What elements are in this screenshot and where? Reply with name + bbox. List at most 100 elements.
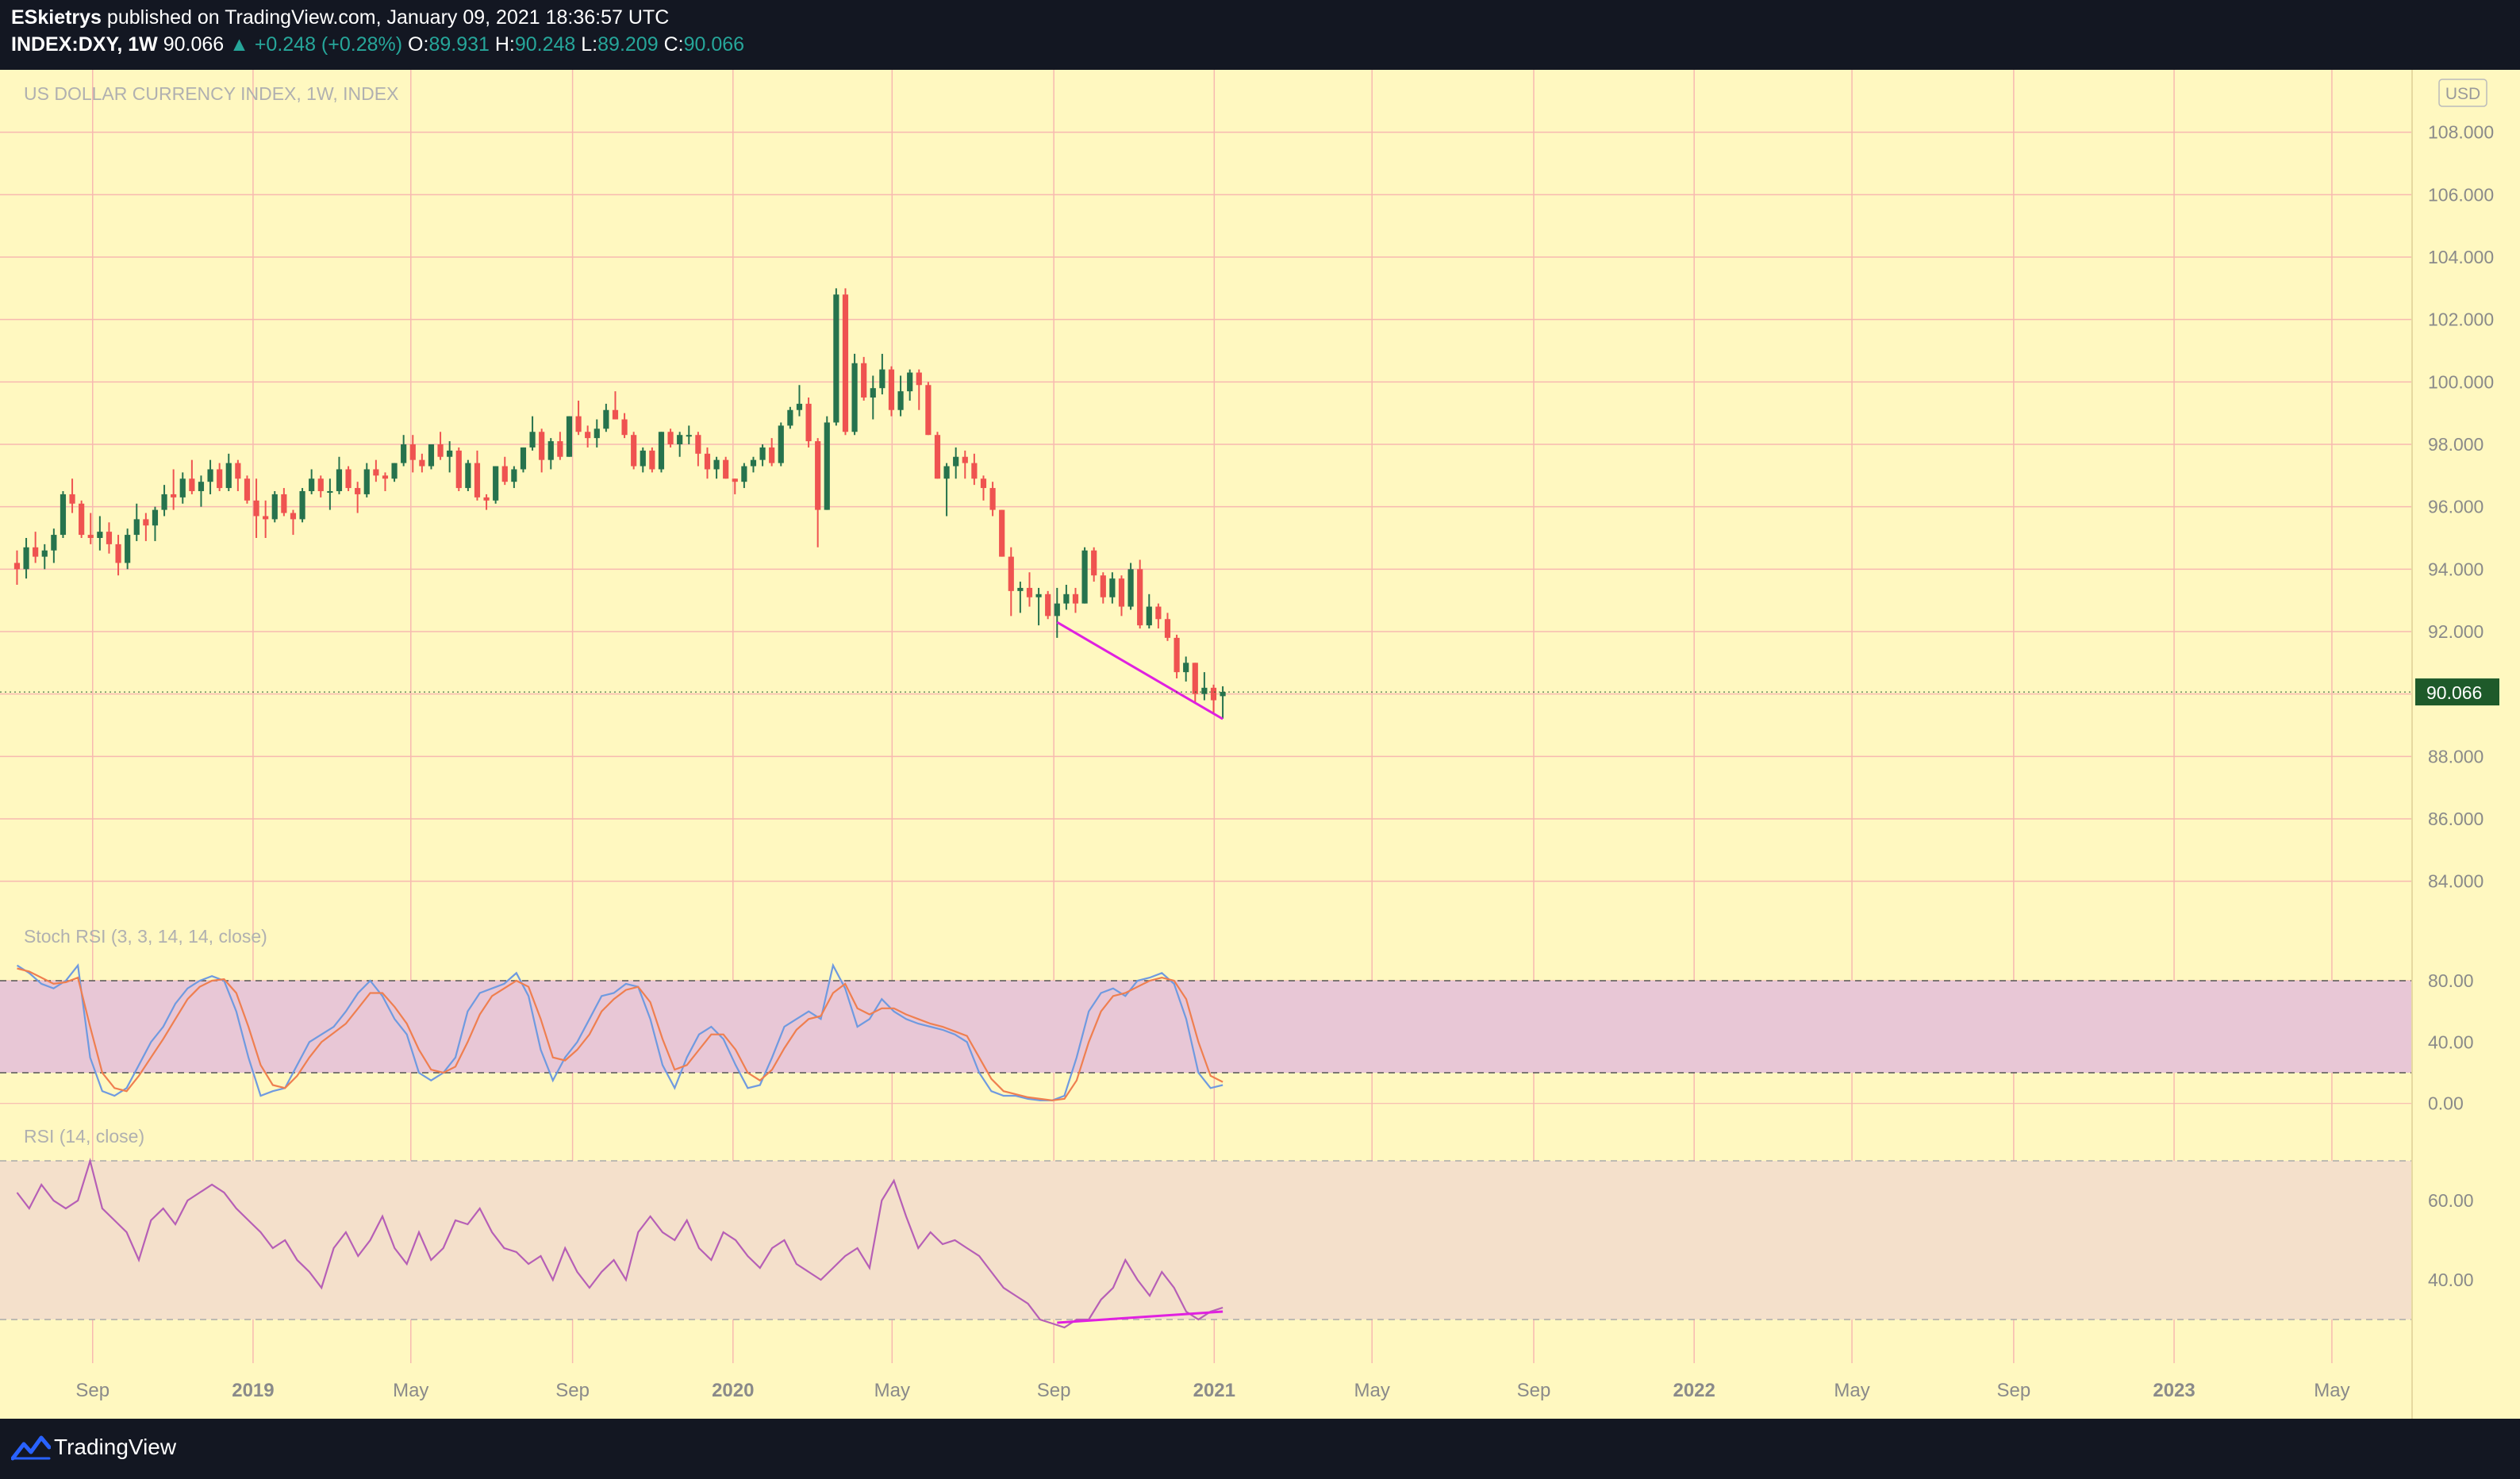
candle[interactable] [713,456,720,479]
candle[interactable] [870,375,876,420]
candle[interactable] [851,353,858,436]
candle[interactable] [520,447,527,473]
candle[interactable] [1137,559,1143,629]
candle[interactable] [125,528,131,570]
candle[interactable] [621,413,628,439]
candle[interactable] [943,463,950,517]
candle[interactable] [382,472,389,491]
candle[interactable] [603,403,609,432]
candle[interactable] [759,444,766,467]
candle[interactable] [23,538,29,579]
candle[interactable] [60,491,67,538]
candle[interactable] [483,494,490,510]
candle[interactable] [33,532,39,563]
candle[interactable] [879,353,885,395]
candle[interactable] [133,503,140,541]
candle[interactable] [999,509,1005,557]
candle[interactable] [345,466,351,491]
candle[interactable] [474,450,481,501]
candle[interactable] [1091,547,1097,582]
candle[interactable] [539,428,545,473]
candle[interactable] [971,453,978,486]
candle[interactable] [686,425,692,444]
brand-name[interactable]: TradingView [54,1435,177,1459]
candle[interactable] [732,478,738,494]
candle[interactable] [455,447,462,491]
candle[interactable] [198,475,205,507]
candle[interactable] [1072,587,1079,613]
candle[interactable] [465,459,471,491]
candle[interactable] [447,441,453,473]
candle[interactable] [235,459,241,491]
candle[interactable] [925,382,932,436]
candle[interactable] [677,432,683,457]
candle[interactable] [824,416,830,510]
candle[interactable] [290,509,297,536]
candle[interactable] [1183,656,1189,682]
candle[interactable] [171,469,177,510]
candle[interactable] [631,432,637,470]
candle[interactable] [225,453,232,491]
candle[interactable] [778,422,784,467]
candle[interactable] [97,516,103,551]
candle[interactable] [179,472,186,504]
candle[interactable] [189,459,195,494]
candle[interactable] [953,447,959,479]
candle[interactable] [271,491,278,523]
candle[interactable] [529,416,536,451]
candle[interactable] [1210,684,1217,713]
candle[interactable] [888,366,895,417]
candle[interactable] [1017,582,1024,613]
candle[interactable] [419,453,425,473]
candle[interactable] [741,463,747,489]
candle[interactable] [355,482,361,513]
candle[interactable] [916,369,922,410]
candle[interactable] [327,478,333,510]
price-trendline[interactable] [1056,620,1224,720]
rsi-trendline[interactable] [1057,1310,1224,1324]
candle[interactable] [566,416,573,457]
tradingview-logo-icon[interactable] [11,1433,51,1462]
candle[interactable] [612,391,619,420]
candle[interactable] [1054,587,1060,638]
candle[interactable] [69,478,75,513]
candle[interactable] [299,488,305,523]
candle[interactable] [557,432,563,460]
candle[interactable] [962,450,968,479]
candle[interactable] [594,419,600,448]
candle[interactable] [143,513,149,541]
rsi-line[interactable] [16,1157,1224,1329]
candle[interactable] [115,535,121,576]
candle[interactable] [1127,563,1134,610]
candle[interactable] [1008,547,1014,617]
candle[interactable] [161,485,167,517]
candle[interactable] [51,528,57,563]
candle[interactable] [897,375,904,417]
candle[interactable] [493,466,499,504]
candle[interactable] [336,456,343,494]
candle[interactable] [649,447,655,473]
candle[interactable] [437,432,444,460]
candle[interactable] [87,513,94,544]
candle[interactable] [79,500,85,538]
candle[interactable] [842,288,849,436]
candle[interactable] [363,463,370,497]
candle[interactable] [428,444,435,470]
candle[interactable] [833,288,839,426]
candle[interactable] [1201,672,1208,701]
candle[interactable] [787,406,793,429]
candle[interactable] [769,438,775,467]
candle[interactable] [217,463,223,491]
candle[interactable] [1155,603,1162,629]
candle[interactable] [511,466,517,489]
currency-badge[interactable] [2438,79,2487,107]
candle[interactable] [281,488,287,517]
candle[interactable] [658,432,665,473]
candle[interactable] [575,400,582,436]
candle[interactable] [1192,663,1198,704]
candle[interactable] [704,447,711,479]
candle[interactable] [1100,572,1106,604]
candle[interactable] [796,385,803,417]
candle[interactable] [547,438,554,470]
candle[interactable] [934,432,941,479]
